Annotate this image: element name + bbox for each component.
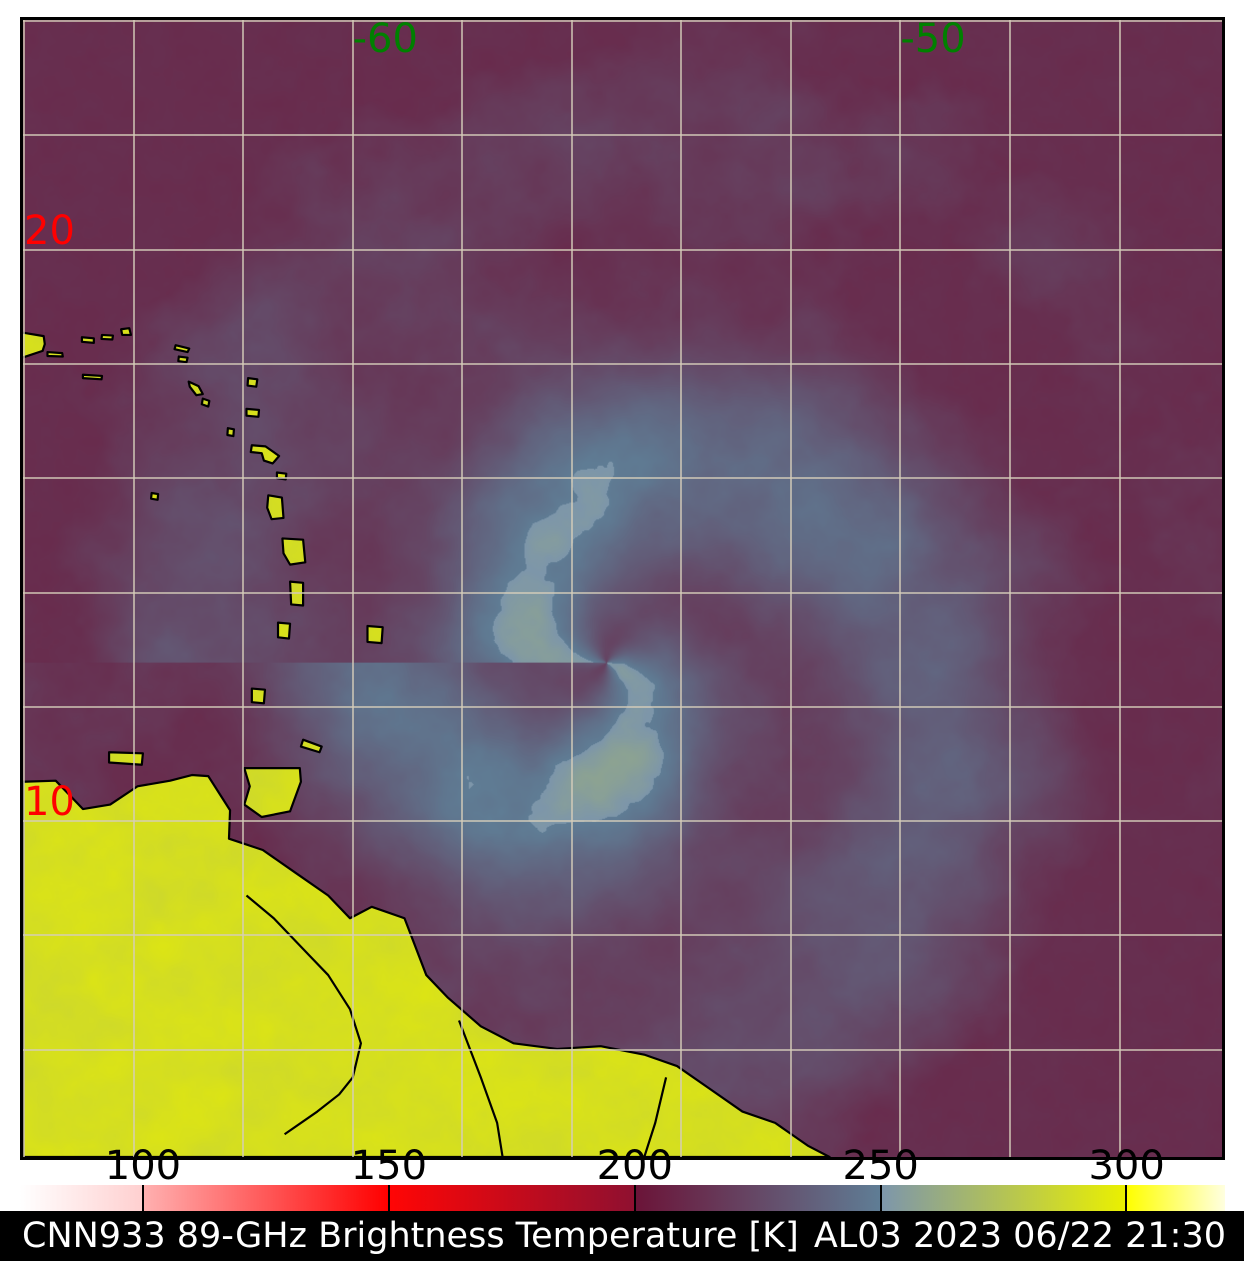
colorbar-segment-75-100 [20, 1185, 144, 1211]
colorbar-segment-250-300 [881, 1185, 1128, 1211]
longitude-label-minus60: -60 [352, 16, 418, 62]
colorbar-tick-label-300: 300 [1088, 1143, 1165, 1189]
colorbar-segment-150-200 [389, 1185, 636, 1211]
longitude-label-minus50: -50 [900, 16, 966, 62]
colorbar-tick-label-150: 150 [350, 1143, 428, 1189]
colorbar[interactable] [20, 1185, 1225, 1211]
colorbar-segment-100-150 [143, 1185, 390, 1211]
colorbar-tick-label-200: 200 [596, 1143, 673, 1189]
footer-title: CNN933 89-GHz Brightness Temperature [K] [22, 1216, 799, 1256]
colorbar-segment-200-250 [635, 1185, 882, 1211]
footer-bar: CNN933 89-GHz Brightness Temperature [K]… [0, 1211, 1244, 1261]
colorbar-tick-label-250: 250 [842, 1143, 919, 1189]
colorbar-tick-label-100: 100 [104, 1143, 182, 1189]
map-panel[interactable] [20, 17, 1225, 1160]
footer-storm-timestamp: AL03 2023 06/22 21:30 [813, 1216, 1226, 1256]
latitude-label-20: 20 [24, 207, 75, 254]
colorbar-segment-300-320 [1127, 1185, 1225, 1211]
latitude-label-10: 10 [24, 779, 75, 826]
brightness-temperature-heatmap[interactable] [23, 20, 1222, 1157]
